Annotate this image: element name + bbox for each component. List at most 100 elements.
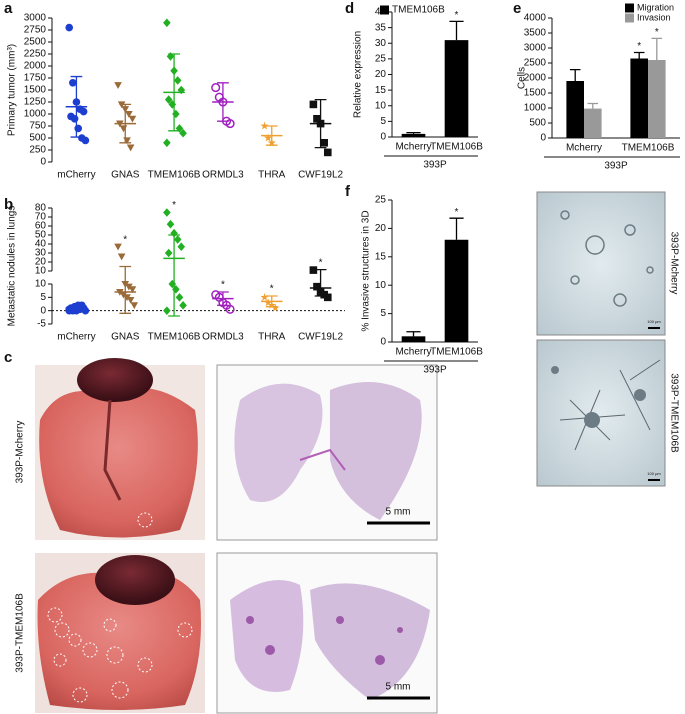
- data-point: [81, 306, 90, 315]
- y-tick-label: 30: [375, 38, 387, 49]
- image-label: 393P-TMEM106B: [15, 593, 26, 673]
- error-bar: [265, 125, 278, 146]
- x-tick-label: mCherry: [57, 332, 95, 343]
- x-tick-label: ORMDL3: [202, 170, 244, 181]
- data-point: [175, 293, 184, 302]
- data-point: [81, 136, 90, 145]
- legend-label: Migration: [637, 2, 674, 12]
- lung-histology: [216, 552, 438, 714]
- y-tick-label: 2750: [24, 25, 47, 36]
- legend-swatch: [625, 13, 634, 23]
- error-bar: [569, 68, 581, 81]
- x-tick-label: TMEM106B: [148, 332, 201, 343]
- x-tick-label: THRA: [258, 170, 286, 181]
- culture-image: [536, 339, 666, 487]
- y-tick-label: 3500: [524, 28, 547, 39]
- error-bar: [651, 37, 663, 60]
- panel-letter: f: [345, 183, 351, 200]
- data-point: [211, 83, 221, 93]
- error-bar: [168, 234, 180, 317]
- legend-swatch: [380, 5, 389, 15]
- x-tick-label: TMEM106B: [148, 170, 201, 181]
- significance-label: *: [123, 234, 127, 245]
- y-tick-label: 2250: [24, 49, 47, 60]
- error-bar: [119, 265, 132, 314]
- data-point: [114, 82, 122, 89]
- data-point: [225, 119, 235, 129]
- significance-label: *: [455, 207, 459, 218]
- y-tick-label: 0: [40, 305, 46, 316]
- data-point: [163, 306, 171, 315]
- data-point: [163, 138, 171, 148]
- y-tick-label: 2500: [524, 58, 547, 69]
- error-bar: [406, 131, 421, 134]
- scale-bar-label: 100 μm: [647, 319, 661, 324]
- data-point: [125, 283, 133, 291]
- data-point: [260, 292, 269, 301]
- data-point: [79, 107, 88, 116]
- legend-swatch: [625, 3, 634, 13]
- y-tick-label: 20: [35, 257, 47, 268]
- group-label: 393P: [423, 160, 447, 171]
- bar: [648, 60, 666, 138]
- error-bar: [449, 20, 464, 41]
- culture-image: [536, 191, 666, 336]
- y-tick-label: 50: [35, 230, 47, 241]
- lung-photo: [35, 358, 205, 540]
- image-label: 393P-TMEM106B: [668, 373, 679, 453]
- y-tick-label: 2500: [24, 37, 47, 48]
- error-bar: [119, 103, 132, 144]
- y-tick-label: 25: [375, 195, 387, 206]
- data-point: [323, 148, 332, 157]
- bar: [630, 58, 648, 138]
- data-point: [225, 304, 235, 314]
- data-point: [309, 266, 318, 274]
- x-tick-label: TMEM106B: [430, 347, 483, 358]
- data-point: [130, 302, 139, 310]
- error-bar: [587, 102, 599, 109]
- data-point: [173, 76, 182, 85]
- y-tick-label: 500: [29, 133, 46, 144]
- y-axis-label: Cells: [517, 67, 528, 89]
- y-axis-label: Metastatic nodules in lungs: [7, 206, 18, 327]
- data-point: [309, 100, 318, 109]
- y-tick-label: 1000: [524, 103, 547, 114]
- data-point: [177, 242, 186, 251]
- x-tick-label: THRA: [258, 332, 286, 343]
- y-tick-label: 500: [529, 118, 546, 129]
- error-bar: [168, 53, 180, 132]
- bar: [401, 133, 426, 137]
- data-point: [179, 301, 187, 310]
- y-tick-label: 60: [35, 221, 47, 232]
- bar: [584, 108, 602, 138]
- y-tick-label: 1750: [24, 73, 47, 84]
- significance-label: *: [637, 41, 641, 52]
- y-tick-label: 2000: [524, 73, 547, 84]
- data-point: [126, 296, 135, 304]
- error-bar: [70, 75, 83, 138]
- y-tick-label: 35: [375, 22, 387, 33]
- x-tick-label: Mcherry: [395, 142, 431, 153]
- x-tick-label: CWF19L2: [298, 170, 343, 181]
- y-tick-label: 1250: [24, 97, 47, 108]
- y-tick-label: 1000: [24, 109, 47, 120]
- lung-histology: [216, 364, 438, 541]
- y-tick-label: 30: [35, 248, 47, 259]
- significance-label: *: [270, 284, 274, 295]
- y-tick-label: 0: [40, 157, 46, 168]
- y-axis-label: % Invasive structures in 3D: [361, 210, 372, 331]
- data-point: [263, 133, 273, 142]
- y-tick-label: 5: [40, 292, 46, 303]
- y-tick-label: 5: [380, 116, 386, 127]
- x-tick-label: GNAS: [111, 170, 140, 181]
- x-tick-label: TMEM106B: [430, 142, 483, 153]
- y-tick-label: 15: [375, 251, 387, 262]
- data-point: [179, 128, 187, 138]
- y-tick-label: 70: [35, 212, 47, 223]
- data-point: [263, 298, 273, 307]
- image-label: 393P-Mcherry: [668, 232, 679, 295]
- data-point: [117, 253, 126, 261]
- significance-label: *: [655, 27, 659, 38]
- error-bar: [265, 295, 278, 308]
